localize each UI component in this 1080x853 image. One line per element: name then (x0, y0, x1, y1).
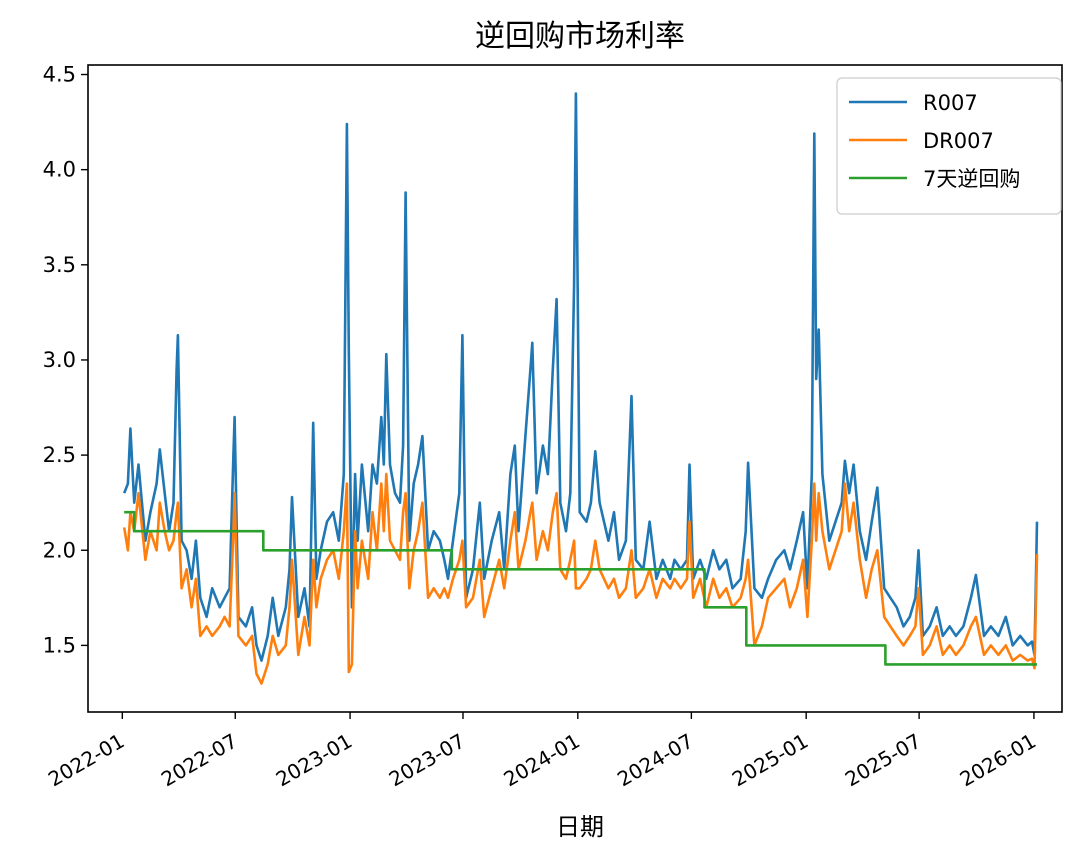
x-tick-label: 2023-01 (272, 729, 356, 792)
x-tick-label: 2024-07 (613, 729, 697, 792)
x-tick-label: 2023-07 (385, 729, 469, 792)
y-tick-label: 3.5 (43, 253, 76, 277)
x-tick-label: 2026-01 (956, 729, 1040, 792)
series-line-1 (122, 92, 1039, 662)
x-tick-label: 2025-01 (728, 729, 812, 792)
legend-label: R007 (923, 91, 978, 115)
y-tick-label: 4.0 (43, 158, 76, 182)
y-tick-label: 1.5 (43, 633, 76, 657)
legend-label: 7天逆回购 (923, 167, 1020, 191)
y-tick-label: 4.5 (43, 63, 76, 87)
x-axis: 2022-01 2022-07 2023-01 2023-07 2024-01 2024-… (44, 712, 1040, 791)
legend-label: DR007 (923, 129, 994, 153)
x-tick-label: 2022-01 (44, 729, 128, 792)
plot-area (87, 64, 1063, 713)
series-line-2 (122, 472, 1039, 685)
y-tick-label: 2.0 (43, 538, 76, 562)
legend: R007 DR007 7天逆回购 (836, 77, 1062, 215)
y-axis: 1.5 2.0 2.5 3.0 3.5 4.0 4.5 (43, 63, 88, 657)
x-tick-label: 2025-07 (841, 729, 925, 792)
y-tick-label: 3.0 (43, 348, 76, 372)
x-tick-label: 2022-07 (157, 729, 241, 792)
y-tick-label: 2.5 (43, 443, 76, 467)
legend-box (836, 77, 1062, 215)
x-axis-label: 日期 (556, 813, 604, 841)
x-tick-label: 2024-01 (500, 729, 584, 792)
series-line-3 (124, 510, 1037, 666)
plot-frame (87, 64, 1063, 713)
chart-title: 逆回购市场利率 (475, 19, 685, 54)
